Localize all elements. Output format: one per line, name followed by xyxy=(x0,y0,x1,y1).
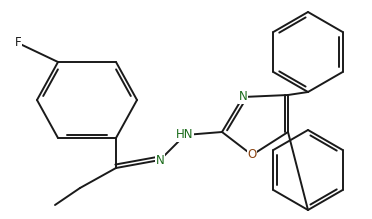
Text: HN: HN xyxy=(176,129,194,141)
Text: N: N xyxy=(238,90,247,104)
Text: N: N xyxy=(155,154,164,166)
Text: F: F xyxy=(15,37,21,49)
Text: O: O xyxy=(247,148,257,161)
